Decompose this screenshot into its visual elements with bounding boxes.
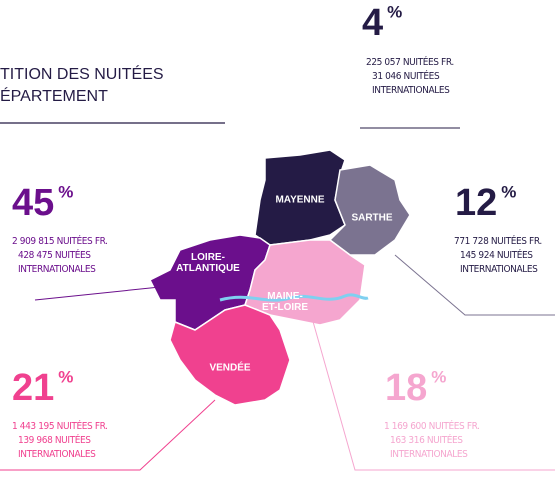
percent-sign: % [58, 182, 73, 201]
stat-line: 1 169 600 NUITÉES FR. [384, 419, 480, 432]
stat-line: 2 909 815 NUITÉES FR. [12, 234, 108, 247]
percent-value: 21 [12, 367, 54, 409]
percent-value: 4 [362, 2, 383, 44]
stat-line: 771 728 NUITÉES FR. [454, 234, 542, 247]
stat-line: 31 046 NUITÉES [372, 69, 440, 82]
region-label: MAYENNE [275, 195, 324, 206]
region-shape [328, 164, 411, 256]
percent-sign: % [58, 367, 73, 386]
stat-line: INTERNATIONALES [18, 264, 96, 275]
stat-line: INTERNATIONALES [18, 449, 96, 460]
region-label: ATLANTIQUE [176, 263, 240, 274]
region-label: ET-LOIRE [262, 302, 308, 313]
stat-line: INTERNATIONALES [460, 264, 538, 275]
stat-line: 428 475 NUITÉES [18, 248, 91, 261]
percent-value: 12 [455, 182, 497, 224]
percent-sign: % [501, 182, 516, 201]
stat-line: 225 057 NUITÉES FR. [366, 55, 454, 68]
leader-line [394, 254, 555, 316]
region-label: VENDÉE [209, 361, 250, 374]
region-shape [244, 239, 366, 326]
region-shape [254, 149, 346, 246]
percent-value: 18 [385, 367, 427, 409]
leader-line [34, 286, 161, 301]
title: ÉPARTEMENT [0, 86, 108, 105]
region-label: SARTHE [351, 213, 392, 224]
stat-line: INTERNATIONALES [372, 85, 450, 96]
percent-sign: % [387, 2, 402, 21]
leader-line [0, 399, 216, 471]
stat-line: INTERNATIONALES [390, 449, 468, 460]
stat-line: 163 316 NUITÉES [390, 433, 463, 446]
percent-value: 45 [12, 182, 54, 224]
region-label: LOIRE- [191, 252, 225, 263]
percent-sign: % [431, 367, 446, 386]
region-shape [169, 304, 291, 406]
stat-line: 1 443 195 NUITÉES FR. [12, 419, 108, 432]
river [219, 293, 369, 302]
stat-line: 139 968 NUITÉES [18, 433, 91, 446]
leader-line [311, 317, 555, 471]
region-label: MAINE- [267, 291, 303, 302]
title: TITION DES NUITÉES [0, 64, 164, 83]
stat-line: 145 924 NUITÉES [460, 248, 533, 261]
